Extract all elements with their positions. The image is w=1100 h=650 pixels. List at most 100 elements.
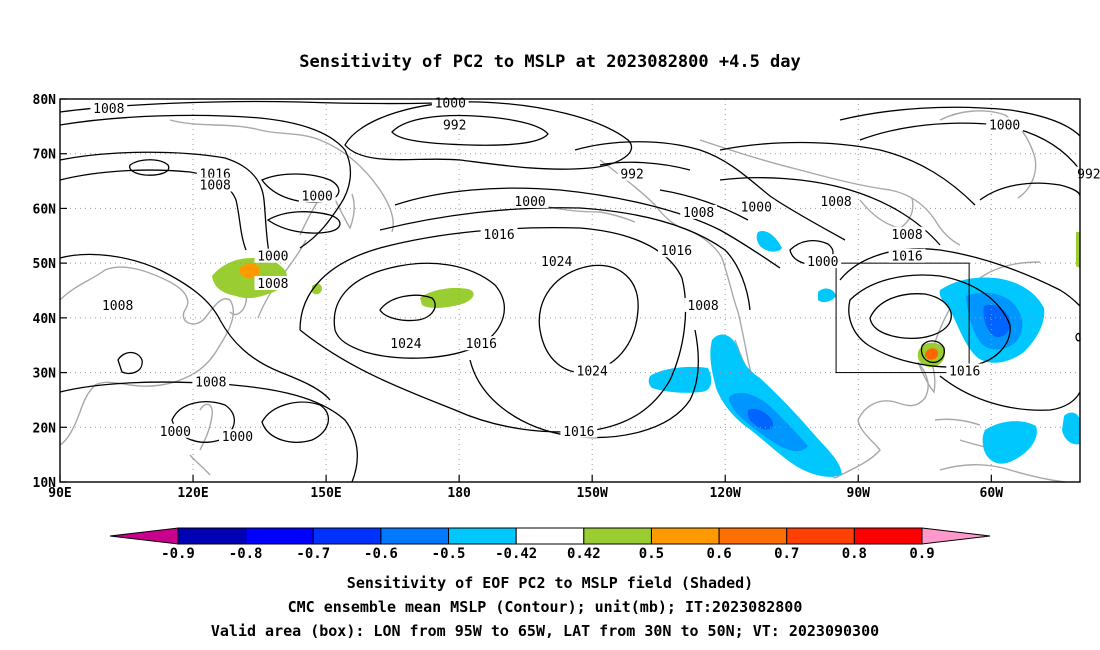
contour-label-bg — [684, 297, 722, 312]
map-panel: 1008 1000 992 992 1000 992 1016 1008 1000 1000 100… — [33, 93, 1100, 501]
contour-1000-okhotsk — [261, 173, 340, 204]
contour-1016-arctic — [59, 114, 352, 249]
contour-label-bg — [387, 336, 425, 351]
contour-label: 1000 — [435, 96, 466, 111]
colorbar-label: -0.42 — [495, 546, 537, 562]
colorbar-swatch — [786, 527, 855, 545]
shade-positive-pacific — [420, 288, 474, 308]
lat-tick-label: 40N — [33, 312, 57, 327]
colorbar-swatch — [245, 527, 314, 545]
contour-label-bg — [737, 199, 775, 214]
contour-1008-atlantic — [839, 248, 1081, 307]
coastline-florida — [917, 357, 936, 394]
lon-tick-label: 180 — [447, 486, 471, 501]
shade-positive-atlantic-core — [924, 348, 939, 360]
contour-label-bg — [658, 243, 695, 258]
contour-992-bering — [599, 161, 691, 171]
lon-tick-label: 60W — [980, 486, 1004, 501]
contour-label-bg — [440, 117, 469, 132]
contour-label: 1000 — [807, 255, 838, 270]
contour-label: 1008 — [683, 206, 714, 221]
colorbar: -0.9 -0.8 -0.7 -0.6 -0.5 -0.42 0.42 0.5 0.6 0.7 0.… — [109, 527, 991, 562]
colorbar-label: 0.9 — [909, 546, 934, 562]
contour-1008-west-pacific — [59, 253, 331, 401]
colorbar-swatch — [853, 527, 923, 545]
contour-1024-east — [538, 264, 639, 374]
coastline-south-america — [939, 464, 1066, 483]
contour-label-bg — [462, 336, 500, 351]
lon-tick-label: 90E — [48, 486, 71, 501]
contour-label-bg — [888, 248, 926, 263]
lat-tick-label: 80N — [33, 93, 57, 108]
caption-line-2: CMC ensemble mean MSLP (Contour); unit(m… — [288, 598, 803, 616]
shade-negative-alaska — [756, 230, 782, 252]
colorbar-swatch — [448, 527, 517, 545]
contour-1000-greenland — [839, 106, 1081, 137]
contour-label-bg — [254, 276, 292, 291]
colorbar-label: 0.8 — [842, 546, 867, 562]
contour-1000-canada — [719, 141, 976, 206]
contour-1016-atlantic — [848, 274, 1011, 368]
coastline-kamchatka — [329, 189, 355, 230]
lat-tick-label: 50N — [33, 257, 57, 272]
colorbar-label: 0.42 — [567, 546, 601, 562]
figure-title: Sensitivity of PC2 to MSLP at 2023082800… — [299, 52, 801, 72]
contour-label-bg — [196, 166, 234, 181]
contour-label-bg — [986, 117, 1024, 132]
lon-tick-label: 150W — [577, 486, 608, 501]
contour-label-bg — [817, 193, 855, 208]
contour-label: 1008 — [200, 179, 231, 194]
map-frame — [59, 98, 1081, 483]
contour-label-bg — [480, 226, 518, 241]
contour-label: 992 — [443, 118, 466, 133]
contour-label: 1016 — [891, 250, 922, 265]
colorbar-label: 0.6 — [706, 546, 731, 562]
contour-label-bg — [99, 297, 137, 312]
colorbar-label: 0.5 — [639, 546, 664, 562]
contour-label: 1016 — [483, 228, 514, 243]
contour-label: 1000 — [160, 425, 191, 440]
contour-label-bg — [804, 254, 842, 269]
colorbar-max-arrow — [921, 527, 991, 545]
colorbar-swatch — [583, 527, 652, 545]
contour-label-bg — [511, 193, 549, 208]
contour-label: 1008 — [257, 277, 288, 292]
contour-1000-south-b — [261, 401, 330, 443]
contour-label: 992 — [1077, 168, 1100, 183]
contour-label: 992 — [620, 168, 643, 183]
colorbar-swatch — [515, 527, 585, 545]
contour-1024-west — [333, 262, 505, 359]
contour-label-bg — [298, 188, 336, 203]
shade-negative-mexico-core — [747, 408, 774, 430]
coastline-philippines — [189, 403, 214, 476]
contour-label: 1000 — [514, 195, 545, 210]
shade-negative-caribbean — [982, 421, 1037, 464]
contour-hurricane — [920, 340, 945, 364]
contour-1016-pacific-big — [299, 226, 687, 433]
contour-label: 1008 — [93, 102, 124, 117]
shade-negative-canada — [818, 288, 836, 303]
contour-label-bg — [888, 226, 926, 241]
contour-1016-south-atlantic — [939, 375, 1081, 411]
contour-992-labrador — [979, 182, 1081, 201]
contour-label: 1024 — [577, 365, 608, 380]
contour-1008-siberia — [59, 151, 271, 259]
contour-1000-siberia — [266, 211, 341, 234]
contour-label-bg — [560, 423, 598, 438]
contour-labels: 1008 1000 992 992 1000 992 1016 1008 1000 1000 100… — [90, 95, 1100, 445]
coastline-siberia — [169, 119, 394, 233]
coastline-alaska — [599, 159, 723, 259]
contour-label-bg — [90, 100, 128, 115]
lat-tick-label: 60N — [33, 202, 57, 217]
contour-label: 1000 — [302, 189, 333, 204]
lat-tick-label: 10N — [33, 476, 57, 491]
lat-tick-label: 30N — [33, 367, 57, 382]
colorbar-swatch — [177, 527, 247, 545]
latitude-axis: 10N 20N 30N 40N 50N 60N 70N 80N — [33, 93, 67, 491]
colorbar-swatch — [380, 527, 450, 545]
contour-label-bg — [1074, 166, 1100, 181]
longitude-axis: 90E 120E 150E 180 150W 120W 90W 60W — [48, 475, 1003, 501]
lat-tick-label: 70N — [33, 148, 57, 163]
mslp-contours — [59, 100, 1081, 483]
lon-tick-label: 120E — [177, 486, 208, 501]
